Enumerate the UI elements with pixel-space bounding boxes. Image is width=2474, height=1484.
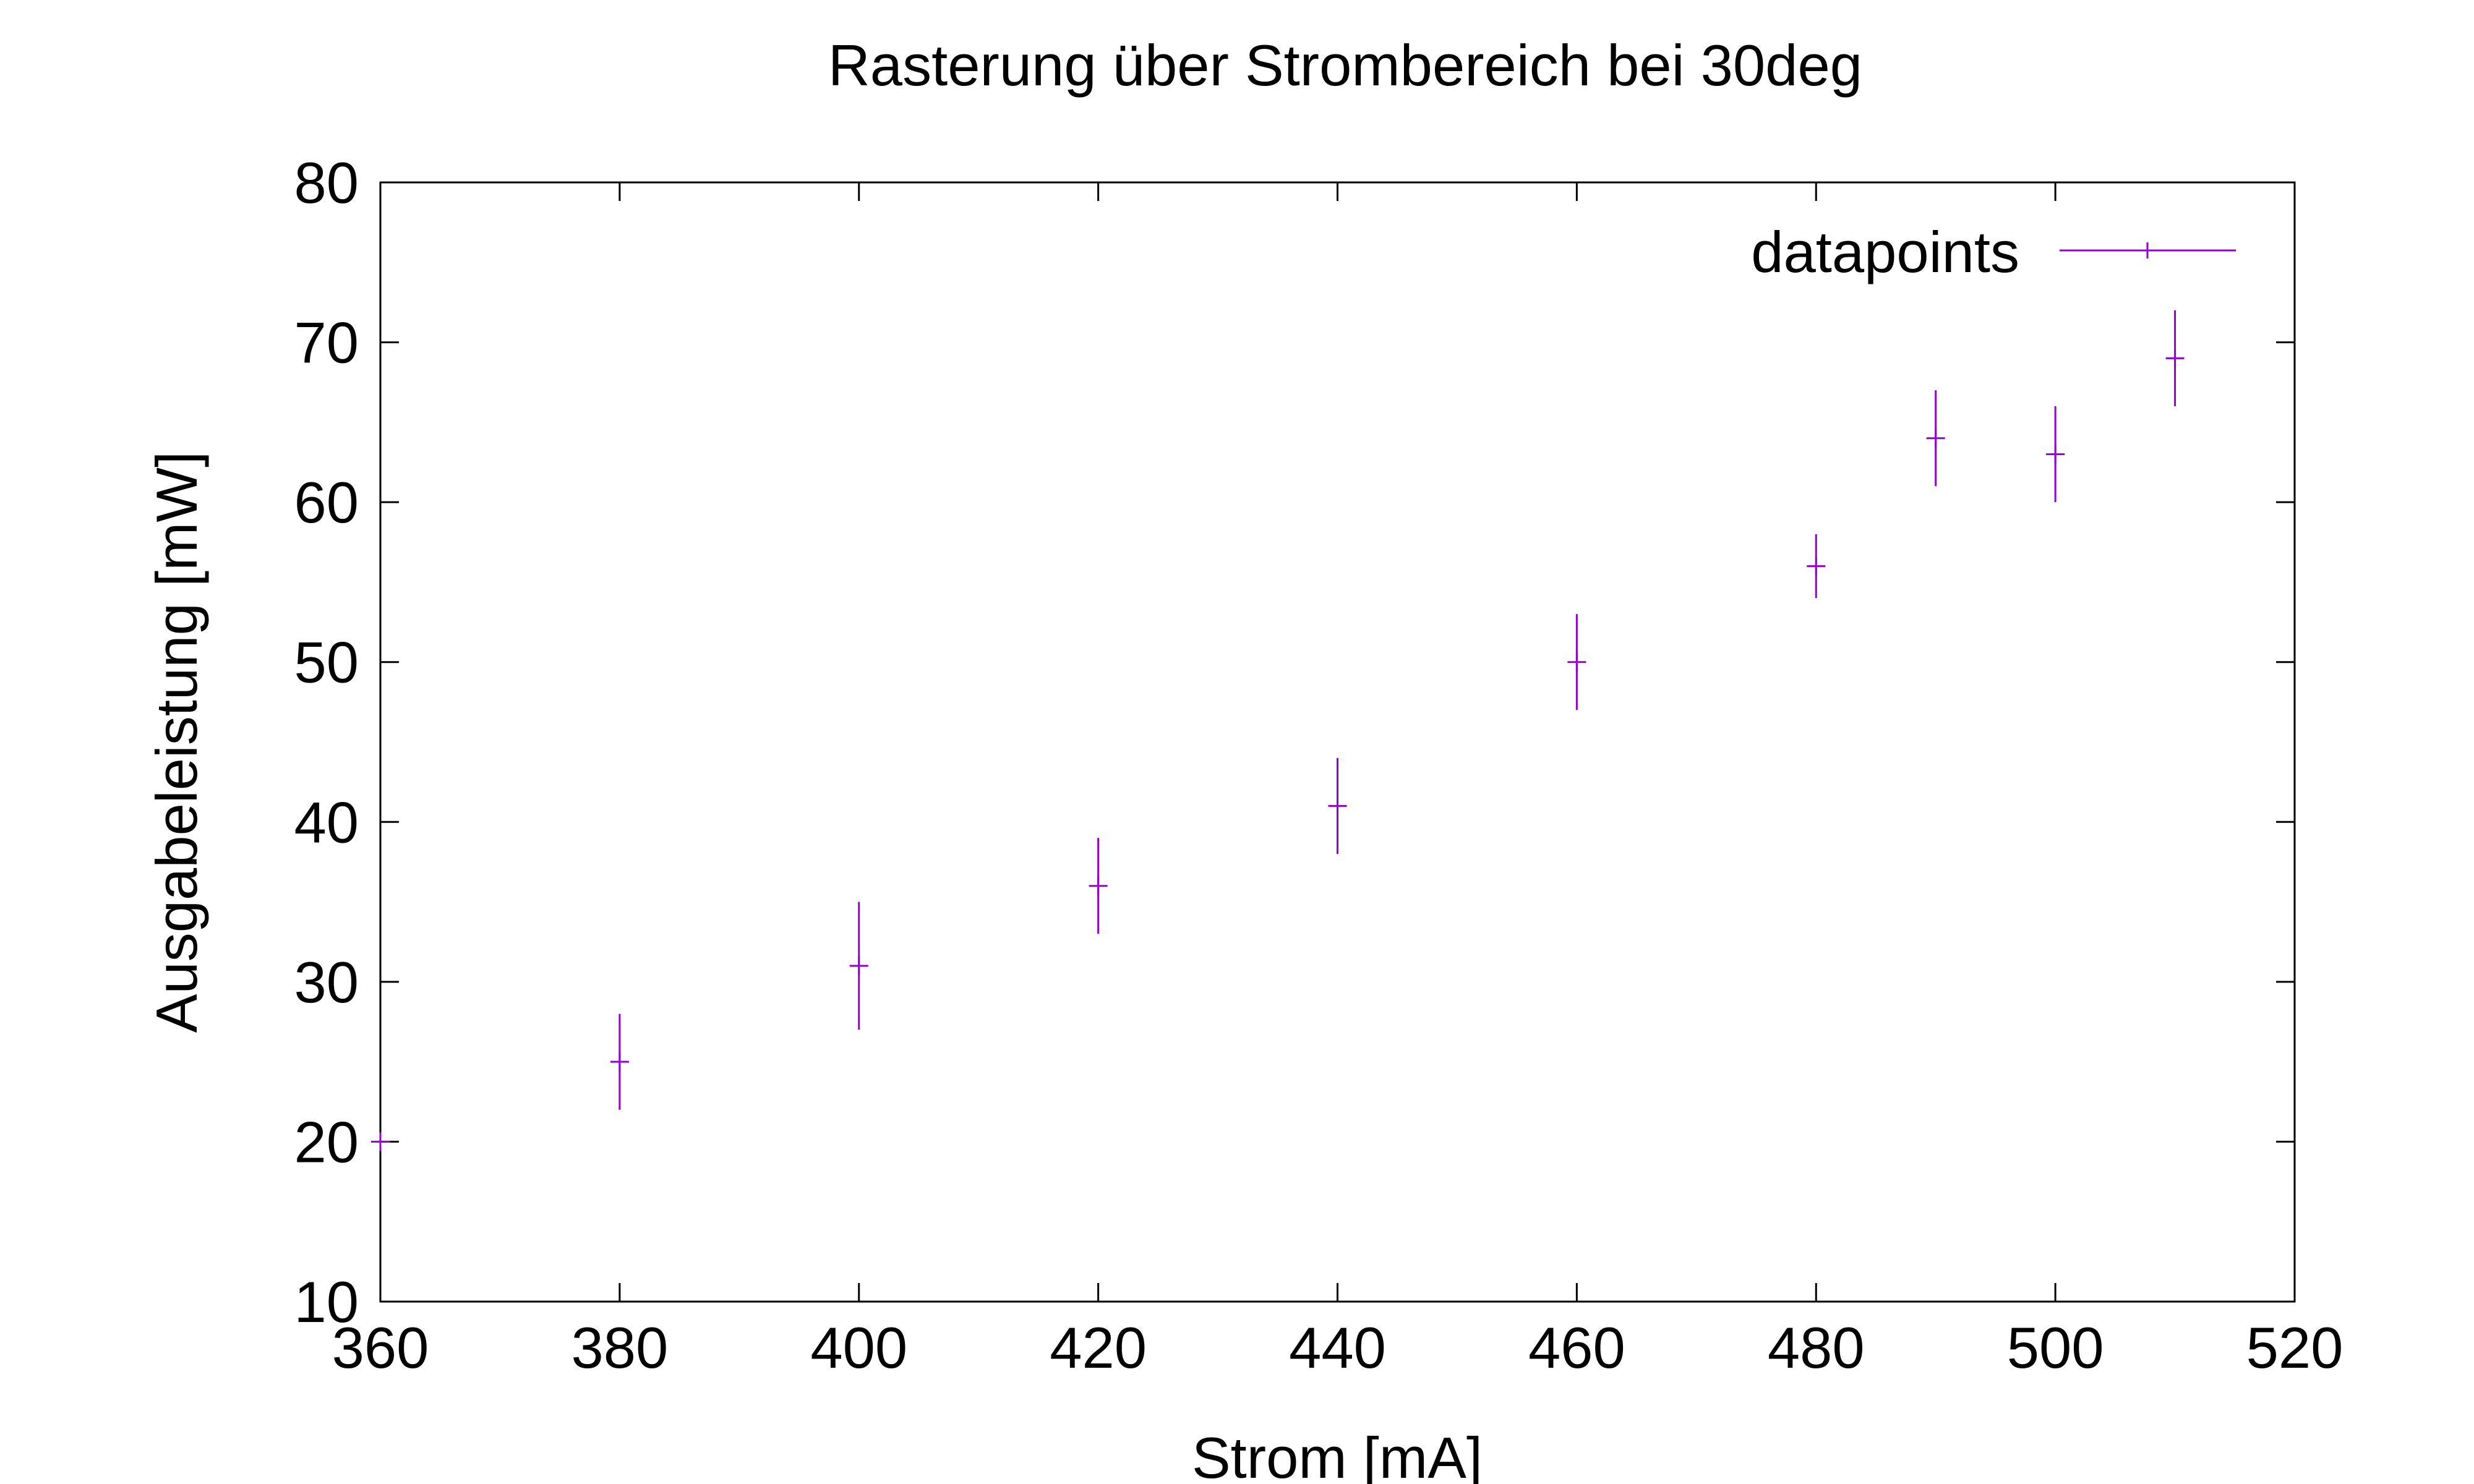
data-point: [371, 1132, 390, 1151]
y-tick-label: 30: [294, 950, 359, 1015]
y-axis-ticks: 10 20 30 40 50 60 70 80: [294, 150, 2295, 1334]
data-point: [1926, 390, 1945, 487]
data-point: [610, 1013, 629, 1110]
x-tick-label: 520: [2246, 1315, 2343, 1380]
y-tick-label: 50: [294, 630, 359, 695]
data-point: [849, 902, 868, 1030]
x-axis-ticks: 360 380 400 420 440 460 480 500 520: [332, 182, 2343, 1380]
data-point: [2165, 310, 2185, 406]
data-point: [1089, 838, 1108, 934]
data-point: [1567, 614, 1586, 710]
x-tick-label: 440: [1289, 1315, 1386, 1380]
y-tick-label: 80: [294, 150, 359, 215]
x-tick-label: 380: [571, 1315, 668, 1380]
x-tick-label: 480: [1768, 1315, 1865, 1380]
legend-label-datapoints: datapoints: [1751, 220, 2019, 284]
x-tick-label: 360: [332, 1315, 429, 1380]
x-tick-label: 400: [810, 1315, 907, 1380]
y-tick-label: 10: [294, 1269, 359, 1334]
chart-title: Rasterung über Strombereich bei 30deg: [828, 33, 1862, 98]
x-tick-label: 460: [1528, 1315, 1625, 1380]
y-tick-label: 60: [294, 470, 359, 535]
data-series-datapoints: [371, 310, 2185, 1151]
x-tick-label: 500: [2007, 1315, 2104, 1380]
data-point: [2046, 406, 2065, 503]
x-tick-label: 420: [1050, 1315, 1147, 1380]
data-point: [1328, 757, 1347, 854]
legend: datapoints: [1751, 220, 2236, 284]
x-axis-label: Strom [mA]: [1192, 1425, 1483, 1484]
y-axis-label: Ausgabeleistung [mW]: [144, 451, 209, 1033]
y-tick-label: 70: [294, 310, 359, 375]
plot-area-frame: [379, 181, 2296, 1303]
y-tick-label: 40: [294, 790, 359, 855]
y-tick-label: 20: [294, 1109, 359, 1174]
data-point: [1807, 534, 1826, 599]
